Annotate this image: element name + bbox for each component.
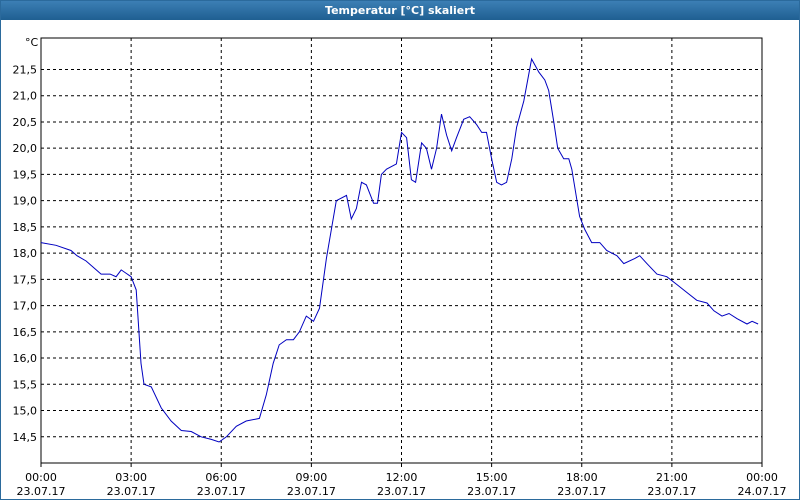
- y-tick-label: 17,0: [13, 300, 38, 313]
- temperature-line: [40, 57, 759, 443]
- x-tick-label: 18:00: [566, 471, 598, 484]
- y-tick-label: 21,0: [13, 90, 38, 103]
- x-tick-label: 03:00: [115, 471, 147, 484]
- y-unit: °C: [25, 36, 39, 49]
- y-tick-label: 18,0: [13, 247, 38, 260]
- y-tick-label: 18,5: [13, 221, 38, 234]
- y-tick-label: 20,0: [13, 142, 38, 155]
- x-tick-label: 09:00: [296, 471, 328, 484]
- x-tick-label: 00:00: [746, 471, 778, 484]
- y-tick-label: 21,5: [13, 63, 38, 76]
- x-tick-date: 24.07.17: [738, 485, 787, 498]
- x-tick-label: 00:00: [25, 471, 57, 484]
- y-tick-label: 14,5: [13, 431, 38, 444]
- x-tick-label: 21:00: [656, 471, 688, 484]
- x-tick-date: 23.07.17: [647, 485, 696, 498]
- y-tick-label: 16,0: [13, 352, 38, 365]
- x-tick-date: 23.07.17: [17, 485, 66, 498]
- y-tick-label: 17,5: [13, 273, 38, 286]
- y-tick-label: 20,5: [13, 116, 38, 129]
- y-tick-label: 16,5: [13, 326, 38, 339]
- y-tick-label: 15,0: [13, 405, 38, 418]
- y-tick-label: 15,5: [13, 378, 38, 391]
- x-tick-label: 12:00: [386, 471, 418, 484]
- y-tick-label: 19,5: [13, 168, 38, 181]
- x-tick-date: 23.07.17: [107, 485, 156, 498]
- x-tick-label: 15:00: [476, 471, 508, 484]
- chart: °C 14,5 15,0 15,5 16,0 16,5 17,0 17,5 18,0 18,5 1…: [13, 36, 787, 498]
- x-tick-date: 23.07.17: [467, 485, 516, 498]
- x-tick-date: 23.07.17: [557, 485, 606, 498]
- x-tick-date: 23.07.17: [197, 485, 246, 498]
- x-tick-date: 23.07.17: [377, 485, 426, 498]
- y-tick-label: 19,0: [13, 195, 38, 208]
- x-tick-date: 23.07.17: [287, 485, 336, 498]
- x-tick-label: 06:00: [205, 471, 237, 484]
- title-bar: Temperatur [°C] skaliert: [1, 1, 799, 20]
